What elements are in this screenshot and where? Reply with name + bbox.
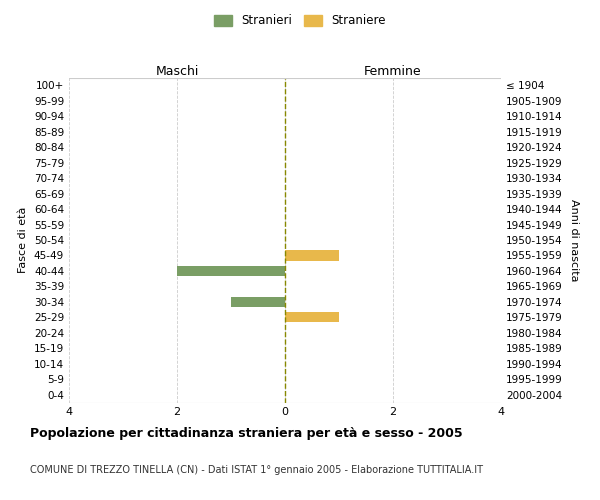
- Bar: [231, 297, 285, 307]
- Legend: Stranieri, Straniere: Stranieri, Straniere: [211, 11, 389, 31]
- Bar: [285, 250, 339, 260]
- Bar: [285, 312, 339, 322]
- Text: Femmine: Femmine: [364, 64, 422, 78]
- Text: Popolazione per cittadinanza straniera per età e sesso - 2005: Popolazione per cittadinanza straniera p…: [30, 428, 463, 440]
- Y-axis label: Fasce di età: Fasce di età: [19, 207, 28, 273]
- Text: Maschi: Maschi: [155, 64, 199, 78]
- Text: COMUNE DI TREZZO TINELLA (CN) - Dati ISTAT 1° gennaio 2005 - Elaborazione TUTTIT: COMUNE DI TREZZO TINELLA (CN) - Dati IST…: [30, 465, 483, 475]
- Bar: [177, 266, 285, 276]
- Y-axis label: Anni di nascita: Anni di nascita: [569, 198, 579, 281]
